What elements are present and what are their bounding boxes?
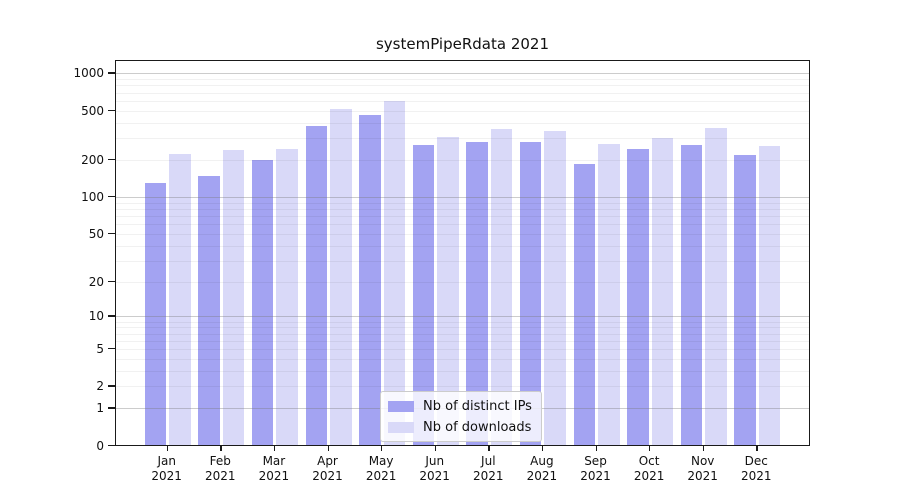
x-tick-mark <box>541 446 544 451</box>
x-tick-label: Nov 2021 <box>687 454 718 483</box>
x-tick-label: Jun 2021 <box>419 454 450 483</box>
y-tick-mark <box>108 232 115 235</box>
x-tick-label: May 2021 <box>365 454 397 483</box>
plot-area <box>115 60 810 446</box>
x-tick-mark <box>166 446 169 451</box>
y-tick-mark <box>108 407 115 409</box>
bar-downloads-nov <box>705 127 727 446</box>
bar-ips-mar <box>251 159 274 446</box>
bar-downloads-feb <box>222 150 245 446</box>
y-tick-label: 200 <box>81 152 104 167</box>
legend-swatch-distinct-ips <box>388 400 414 412</box>
y-tick-label: 20 <box>88 274 104 289</box>
bar-ips-jun <box>412 144 435 446</box>
x-tick-label: Oct 2021 <box>633 454 665 483</box>
y-tick-mark <box>108 280 115 282</box>
bar-downloads-apr <box>330 108 352 446</box>
legend-item-distinct-ips: Nb of distinct IPs <box>388 397 532 415</box>
x-tick-label: Feb 2021 <box>205 454 236 483</box>
y-tick-label: 50 <box>88 226 104 241</box>
bar-ips-nov <box>680 145 703 446</box>
y-tick-label: 2 <box>96 379 104 394</box>
y-tick-mark <box>108 195 115 198</box>
y-tick-mark <box>108 444 115 446</box>
y-tick-label: 1000 <box>73 66 104 81</box>
bar-ips-apr <box>305 126 327 446</box>
x-tick-label: Sep 2021 <box>580 454 611 483</box>
y-tick-mark <box>108 109 115 112</box>
legend: Nb of distinct IPs Nb of downloads <box>380 391 542 442</box>
x-tick-mark <box>327 446 329 451</box>
y-tick-mark <box>108 385 115 387</box>
bar-ips-oct <box>627 149 649 446</box>
bar-downloads-jun <box>437 137 459 446</box>
bar-ips-aug <box>519 142 542 446</box>
y-tick-mark <box>108 348 115 350</box>
y-tick-label: 5 <box>96 342 104 356</box>
x-tick-mark <box>488 446 490 451</box>
bar-downloads-dec <box>758 145 781 446</box>
x-tick-label: Jan 2021 <box>151 454 182 483</box>
y-tick-label: 0 <box>96 438 104 453</box>
legend-label-distinct-ips: Nb of distinct IPs <box>423 398 532 414</box>
y-tick-label: 100 <box>81 189 104 204</box>
legend-item-downloads: Nb of downloads <box>388 418 532 436</box>
bar-ips-dec <box>734 155 756 446</box>
y-tick-label: 1 <box>96 401 104 416</box>
x-tick-mark <box>595 446 597 451</box>
bar-ips-may <box>359 115 381 446</box>
y-tick-mark <box>108 158 115 161</box>
chart-title: systemPipeRdata 2021 <box>375 35 549 53</box>
x-tick-label: Jul 2021 <box>473 454 504 483</box>
x-tick-mark <box>702 446 705 451</box>
x-tick-label: Mar 2021 <box>258 454 290 483</box>
x-tick-mark <box>649 446 651 451</box>
x-tick-label: Aug 2021 <box>526 454 558 483</box>
bar-downloads-oct <box>651 138 674 446</box>
bar-downloads-aug <box>544 131 566 446</box>
bar-ips-jul <box>466 142 488 446</box>
bar-downloads-jul <box>490 129 513 446</box>
bar-ips-sep <box>573 163 595 446</box>
y-tick-label: 10 <box>88 309 104 324</box>
bar-ips-feb <box>198 175 220 446</box>
x-tick-mark <box>220 446 222 451</box>
bar-downloads-sep <box>598 143 620 446</box>
bars-layer <box>116 61 809 446</box>
x-tick-mark <box>381 446 383 451</box>
y-tick-label: 500 <box>81 103 104 118</box>
x-tick-label: Dec 2021 <box>741 454 772 483</box>
x-tick-mark <box>756 446 758 451</box>
legend-swatch-downloads <box>388 421 414 433</box>
bar-downloads-jan <box>169 153 191 446</box>
y-tick-mark <box>108 315 115 317</box>
bar-downloads-mar <box>276 149 298 446</box>
bar-ips-jan <box>144 182 167 446</box>
x-tick-mark <box>434 446 437 451</box>
x-tick-mark <box>273 446 276 451</box>
x-tick-label: Apr 2021 <box>312 454 343 483</box>
legend-label-downloads: Nb of downloads <box>423 419 532 435</box>
bar-downloads-may <box>383 101 406 446</box>
y-tick-mark <box>108 72 115 74</box>
